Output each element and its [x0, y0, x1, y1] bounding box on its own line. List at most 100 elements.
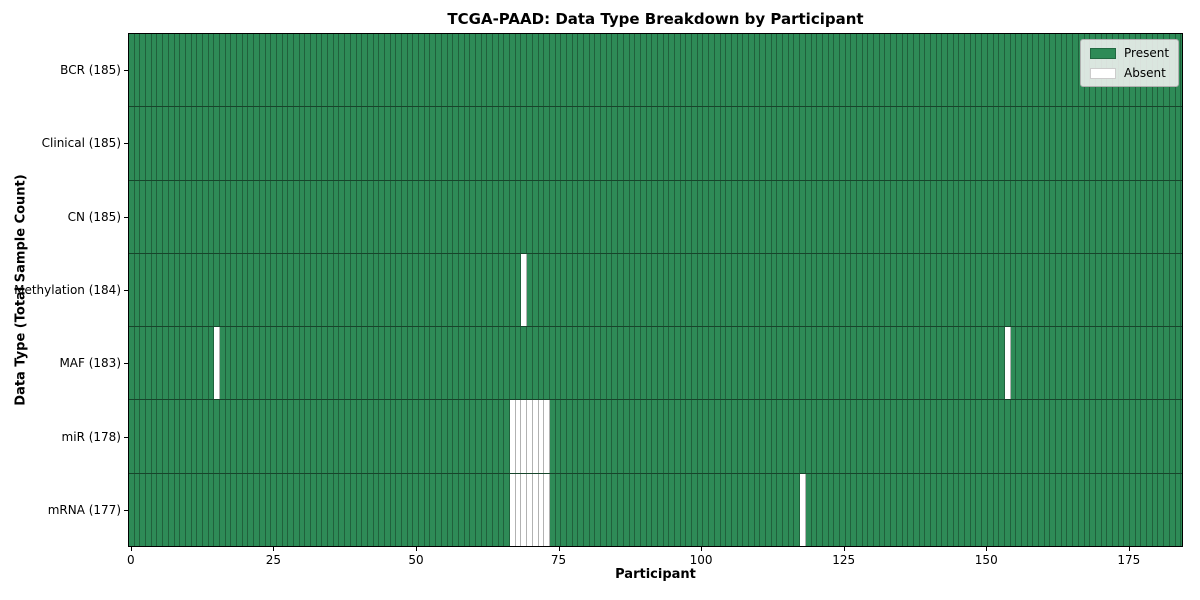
heatmap-cell — [697, 327, 704, 400]
heatmap-grid — [129, 34, 1182, 546]
heatmap-cell — [202, 473, 209, 546]
heatmap-cell — [800, 473, 806, 546]
heatmap-cell — [566, 180, 573, 253]
heatmap-cell — [743, 400, 749, 473]
heatmap-cell — [407, 107, 414, 180]
heatmap-cell — [481, 253, 488, 327]
heatmap-cell — [146, 107, 152, 180]
heatmap-cell — [902, 34, 909, 107]
heatmap-cell — [322, 34, 329, 107]
heatmap-cell — [919, 327, 926, 400]
heatmap-cell — [328, 327, 334, 400]
heatmap-cell — [578, 327, 584, 400]
heatmap-cell — [828, 107, 835, 180]
heatmap-cell — [402, 400, 408, 473]
heatmap-cell — [1130, 327, 1136, 400]
heatmap-cell — [783, 180, 789, 253]
heatmap-cell — [572, 327, 579, 400]
heatmap-cell — [657, 327, 664, 400]
heatmap-cell — [220, 34, 226, 107]
heatmap-cell — [293, 253, 300, 327]
heatmap-cell — [1090, 473, 1096, 546]
heatmap-cell — [129, 327, 135, 400]
heatmap-cell — [220, 327, 226, 400]
heatmap-cell — [1164, 180, 1170, 253]
heatmap-cell — [129, 473, 135, 546]
heatmap-cell — [834, 107, 840, 180]
heatmap-cell — [271, 400, 277, 473]
heatmap-cell — [703, 473, 710, 546]
heatmap-cell — [510, 34, 516, 107]
heatmap-cell — [168, 180, 175, 253]
heatmap-cell — [538, 473, 545, 546]
heatmap-cell — [390, 180, 397, 253]
heatmap-cell — [328, 34, 334, 107]
heatmap-cell — [976, 473, 983, 546]
heatmap-cell — [265, 34, 272, 107]
heatmap-cell — [646, 400, 653, 473]
heatmap-cell — [1169, 180, 1176, 253]
heatmap-cell — [936, 180, 943, 253]
heatmap-cell — [942, 473, 948, 546]
heatmap-cell — [766, 180, 772, 253]
heatmap-cell — [242, 107, 249, 180]
heatmap-cell — [731, 327, 738, 400]
heatmap-cell — [1050, 34, 1057, 107]
heatmap-cell — [606, 400, 613, 473]
heatmap-cell — [896, 400, 903, 473]
heatmap-cell — [504, 400, 511, 473]
heatmap-cell — [430, 107, 437, 180]
heatmap-cell — [248, 180, 255, 253]
heatmap-cell — [965, 180, 971, 253]
heatmap-cell — [1044, 107, 1051, 180]
heatmap-cell — [965, 473, 971, 546]
heatmap-cell — [1158, 253, 1165, 327]
heatmap-cell — [174, 400, 181, 473]
heatmap-cell — [367, 473, 374, 546]
heatmap-cell — [282, 34, 289, 107]
heatmap-cell — [777, 107, 784, 180]
heatmap-cell — [817, 253, 823, 327]
x-tick — [986, 547, 988, 551]
heatmap-cell — [902, 400, 909, 473]
heatmap-cell — [356, 253, 363, 327]
heatmap-cell — [1067, 180, 1074, 253]
heatmap-cell — [475, 253, 482, 327]
heatmap-cell — [743, 473, 749, 546]
heatmap-cell — [140, 327, 147, 400]
heatmap-cell — [845, 253, 852, 327]
heatmap-cell — [1152, 253, 1159, 327]
heatmap-cell — [555, 180, 562, 253]
heatmap-cell — [623, 253, 630, 327]
heatmap-cell — [265, 400, 272, 473]
heatmap-cell — [680, 34, 687, 107]
heatmap-cell — [925, 253, 931, 327]
heatmap-cell — [396, 400, 402, 473]
heatmap-cell — [976, 34, 983, 107]
heatmap-cell — [538, 107, 545, 180]
heatmap-cell — [1169, 253, 1176, 327]
heatmap-cell — [373, 34, 380, 107]
heatmap-cell — [271, 180, 277, 253]
heatmap-cell — [413, 253, 420, 327]
heatmap-cell — [242, 400, 249, 473]
heatmap-cell — [180, 180, 186, 253]
heatmap-cell — [316, 400, 323, 473]
heatmap-cell — [885, 34, 892, 107]
heatmap-cell — [1033, 107, 1039, 180]
heatmap-cell — [811, 253, 818, 327]
heatmap-cell — [311, 34, 317, 107]
heatmap-cell — [356, 473, 363, 546]
heatmap-cell — [561, 180, 567, 253]
heatmap-cell — [453, 473, 459, 546]
heatmap-cell — [1147, 107, 1153, 180]
heatmap-cell — [538, 180, 545, 253]
heatmap-cell — [367, 107, 374, 180]
heatmap-cell — [1010, 473, 1017, 546]
heatmap-cell — [140, 180, 147, 253]
heatmap-cell — [885, 327, 892, 400]
heatmap-cell — [487, 107, 493, 180]
heatmap-cell — [504, 253, 511, 327]
heatmap-cell — [191, 327, 198, 400]
heatmap-cell — [424, 400, 431, 473]
